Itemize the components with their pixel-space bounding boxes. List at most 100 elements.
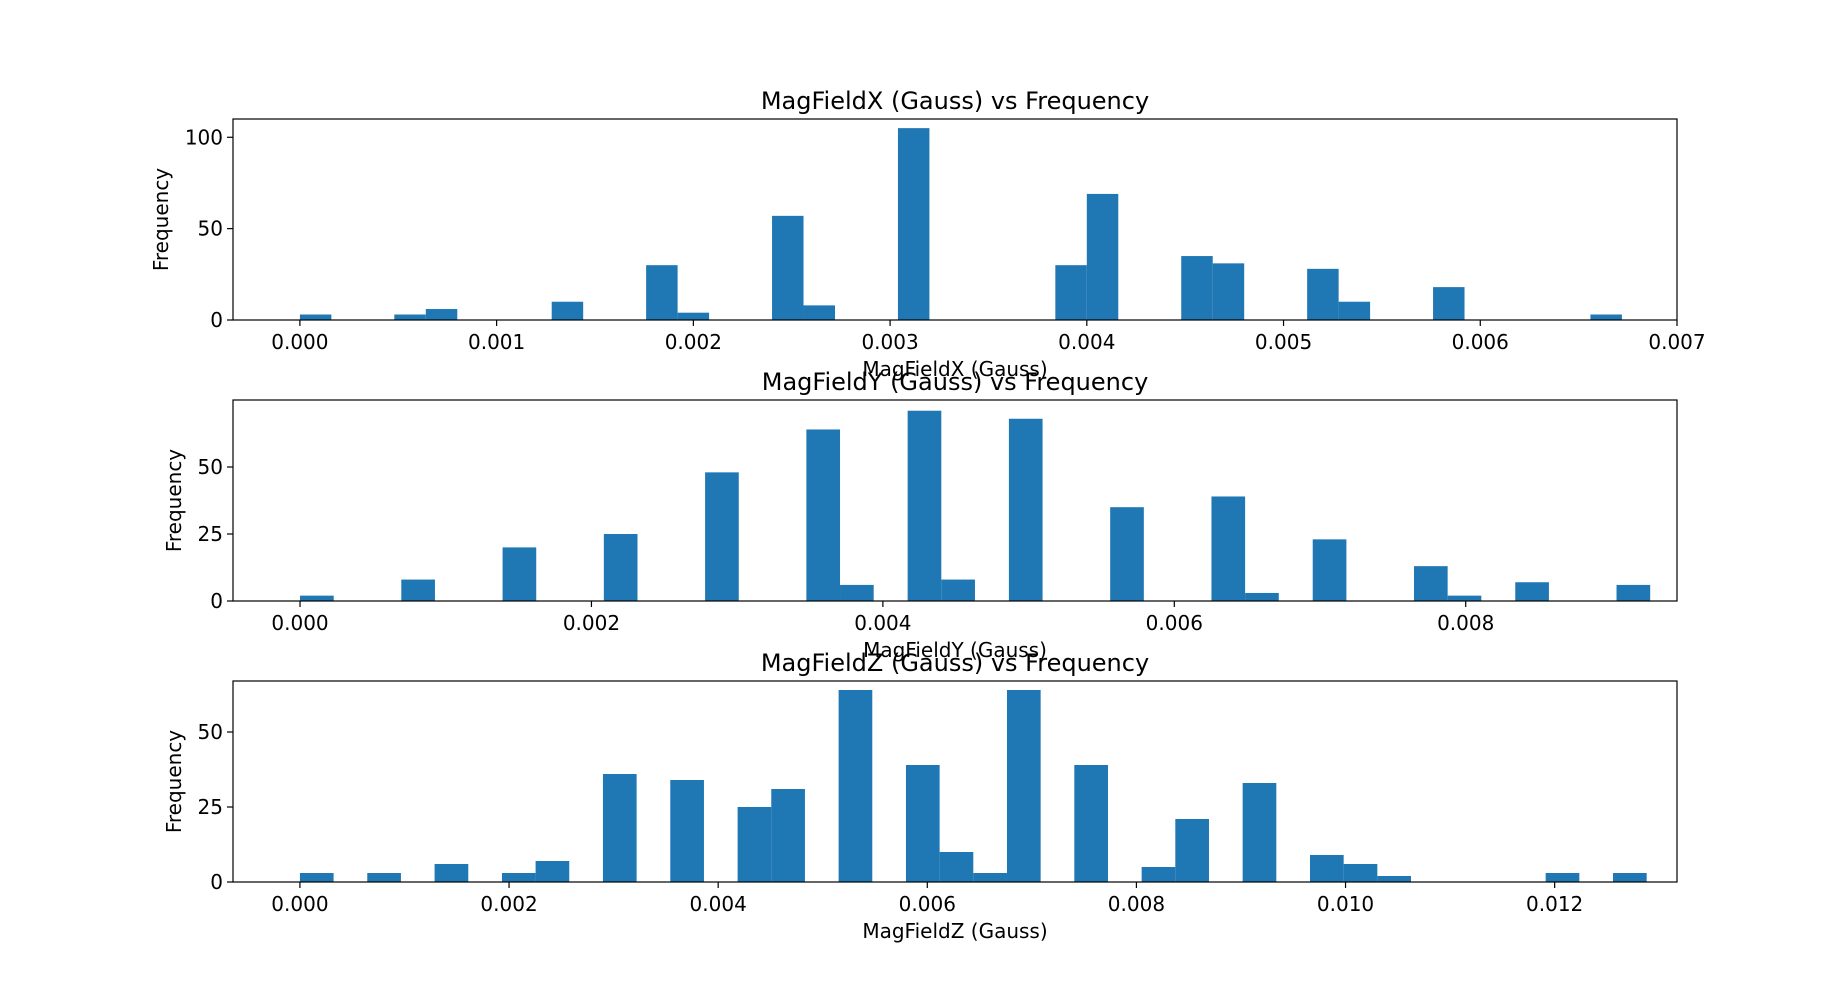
chart-2: 0.000 0.002 0.004 0.006 0.008 0 25 50 MagFieldY … <box>162 368 1678 662</box>
chart-1-xtick-label-4: 0.003 <box>861 330 918 354</box>
chart-2-bar-10 <box>1008 418 1043 601</box>
chart-1-bar-2 <box>394 314 426 320</box>
chart-1-xtick-label-1: 0.000 <box>271 330 328 354</box>
chart-3-bar-11 <box>905 765 940 882</box>
chart-3-axes-frame <box>232 680 1678 883</box>
chart-3-bar-13 <box>973 873 1007 882</box>
chart-1-xtick-label-2: 0.001 <box>468 330 525 354</box>
chart-3-bar-9 <box>771 789 805 882</box>
chart-1-bar-12 <box>1181 256 1213 320</box>
chart-3-bar-4 <box>501 873 536 882</box>
chart-3-ylabel: Frequency <box>162 730 186 833</box>
chart-2-bar-6 <box>806 429 841 601</box>
chart-2-xlabel: MagFieldY (Gauss) <box>863 638 1047 662</box>
chart-1-ytick-label-3: 100 <box>185 125 223 149</box>
chart-3-bar-23 <box>1613 873 1647 882</box>
chart-3-bar-5 <box>535 861 570 882</box>
chart-2-xtick-label-2: 0.002 <box>563 611 620 635</box>
chart-2-bar-7 <box>840 584 874 601</box>
chart-2-xtick-label-4: 0.006 <box>1146 611 1203 635</box>
chart-2-bar-1 <box>300 595 334 601</box>
chart-1-ytick-label-2: 50 <box>198 217 223 241</box>
chart-1-xtick-label-5: 0.004 <box>1058 330 1115 354</box>
chart-1-bar-11 <box>1086 193 1119 320</box>
chart-1-bar-16 <box>1433 287 1465 320</box>
chart-3-xtick-label-4: 0.006 <box>899 892 956 916</box>
chart-1-bar-3 <box>425 309 458 320</box>
chart-3-xlabel: MagFieldZ (Gauss) <box>862 919 1047 943</box>
chart-1-bar-13 <box>1212 263 1245 320</box>
chart-1-bar-4 <box>551 301 584 320</box>
chart-1-bar-8 <box>803 305 835 320</box>
chart-3-bar-16 <box>1141 867 1176 882</box>
chart-1: 0.000 0.001 0.002 0.003 0.004 0.005 0.006 0.007… <box>149 87 1706 381</box>
chart-1-bar-5 <box>646 265 678 320</box>
chart-1-ylabel: Frequency <box>149 168 173 271</box>
chart-1-xtick-label-6: 0.005 <box>1255 330 1312 354</box>
chart-3-xtick-label-7: 0.012 <box>1526 892 1583 916</box>
chart-1-bar-9 <box>897 128 930 320</box>
chart-2-title: MagFieldY (Gauss) vs Frequency <box>762 368 1149 396</box>
chart-2-ytick-label-3: 50 <box>198 455 223 479</box>
chart-3-title: MagFieldZ (Gauss) vs Frequency <box>761 649 1149 677</box>
chart-3-bar-10 <box>838 690 873 882</box>
chart-2-ylabel: Frequency <box>162 449 186 552</box>
chart-2-xtick-label-1: 0.000 <box>271 611 328 635</box>
chart-3-bar-8 <box>737 807 772 882</box>
chart-2-bar-2 <box>401 579 435 601</box>
chart-2-bar-18 <box>1616 584 1651 601</box>
chart-3-bar-3 <box>434 864 469 882</box>
chart-1-xtick-label-3: 0.002 <box>665 330 722 354</box>
chart-3-xtick-label-2: 0.002 <box>480 892 537 916</box>
chart-3-bar-12 <box>939 852 974 882</box>
chart-3-xtick-label-6: 0.010 <box>1317 892 1374 916</box>
chart-2-ytick-label-1: 0 <box>210 589 223 613</box>
chart-3-bar-15 <box>1074 765 1108 882</box>
chart-3-bar-1 <box>299 873 334 882</box>
chart-3-bar-19 <box>1309 855 1344 882</box>
chart-3-bar-14 <box>1006 690 1041 882</box>
chart-1-bar-17 <box>1590 314 1622 320</box>
chart-1-xtick-label-8: 0.007 <box>1648 330 1705 354</box>
chart-2-bar-16 <box>1447 595 1482 601</box>
chart-2-xtick-label-3: 0.004 <box>854 611 911 635</box>
chart-3-bar-17 <box>1175 819 1209 882</box>
chart-2-bar-13 <box>1245 592 1279 601</box>
chart-1-bar-15 <box>1338 301 1371 320</box>
chart-3-bar-18 <box>1242 783 1277 882</box>
chart-1-xtick-label-7: 0.006 <box>1452 330 1509 354</box>
chart-2-bar-15 <box>1413 566 1448 601</box>
chart-3-ytick-label-3: 50 <box>198 720 223 744</box>
chart-2-bar-11 <box>1110 507 1144 601</box>
chart-3-ytick-label-2: 25 <box>198 795 223 819</box>
chart-2-bar-4 <box>603 534 638 601</box>
chart-2-bar-9 <box>941 579 975 601</box>
chart-1-bar-7 <box>772 215 804 320</box>
chart-3-ytick-label-1: 0 <box>210 870 223 894</box>
chart-2-axes-frame <box>232 399 1678 602</box>
chart-3-xtick-label-5: 0.008 <box>1108 892 1165 916</box>
chart-1-title: MagFieldX (Gauss) vs Frequency <box>761 87 1149 115</box>
chart-3: 0.000 0.002 0.004 0.006 0.008 0.010 0.012 0 25 50… <box>162 649 1678 943</box>
chart-2-bar-3 <box>502 547 537 601</box>
chart-3-bar-21 <box>1377 876 1411 882</box>
chart-3-xtick-label-1: 0.000 <box>271 892 328 916</box>
chart-2-bar-14 <box>1312 539 1347 601</box>
chart-1-axes-frame <box>232 118 1678 321</box>
chart-2-bar-17 <box>1515 582 1549 601</box>
chart-2-xtick-label-5: 0.008 <box>1437 611 1494 635</box>
chart-3-bar-22 <box>1545 873 1580 882</box>
chart-1-bar-14 <box>1307 268 1339 320</box>
chart-2-bar-5 <box>705 472 739 601</box>
chart-2-ytick-label-2: 25 <box>198 522 223 546</box>
chart-2-bar-8 <box>907 410 942 601</box>
chart-2-bar-12 <box>1211 496 1246 601</box>
chart-3-bar-2 <box>367 873 401 882</box>
chart-1-bar-10 <box>1055 265 1087 320</box>
chart-1-bar-6 <box>677 312 710 320</box>
chart-1-ytick-label-1: 0 <box>210 308 223 332</box>
chart-1-bar-1 <box>299 314 332 320</box>
chart-3-xtick-label-3: 0.004 <box>690 892 747 916</box>
chart-3-bar-20 <box>1343 864 1378 882</box>
